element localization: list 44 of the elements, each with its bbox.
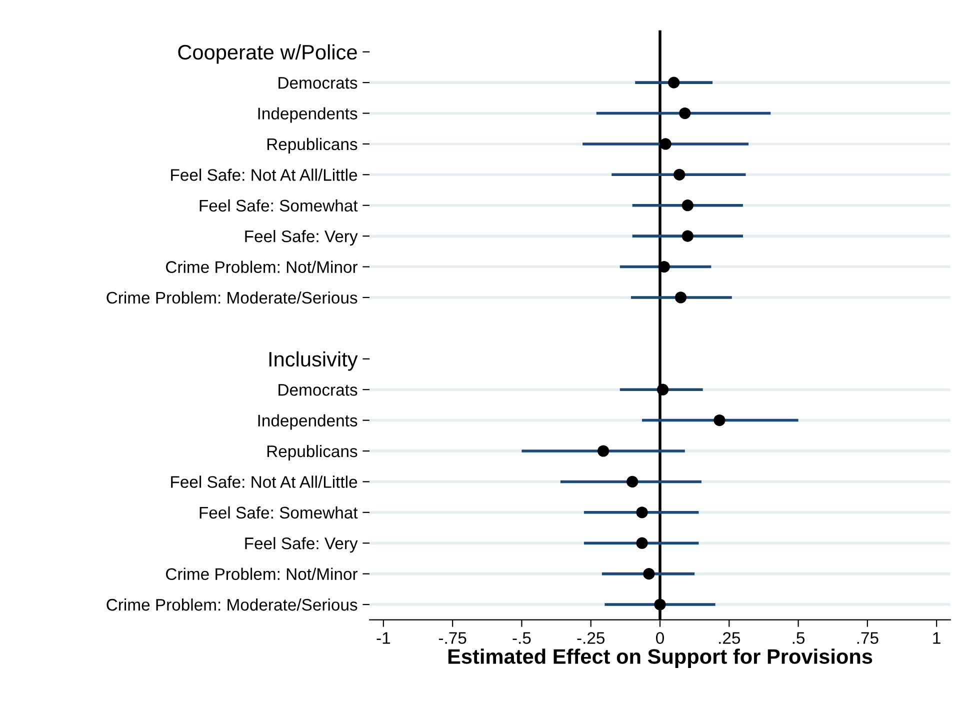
y-tick-label: Republicans [267, 138, 358, 154]
y-tick-label: Crime Problem: Not/Minor [166, 568, 358, 580]
point [682, 230, 694, 242]
y-tick-label: Feel Safe: Somewhat [200, 199, 358, 212]
point [636, 537, 648, 549]
x-tick-label: .5 [792, 632, 805, 644]
y-tick-label: Feel Safe: Not At All/Little [171, 168, 358, 181]
x-tick-label: .25 [719, 632, 740, 644]
y-tick-label: Crime Problem: Moderate/Serious [106, 598, 358, 611]
y-tick-label: Democrats [278, 77, 358, 89]
point [626, 476, 638, 488]
point [597, 445, 610, 457]
y-tick-label: Crime Problem: Not/Minor [166, 260, 358, 273]
point [654, 598, 666, 610]
x-tick-label: -.75 [438, 632, 466, 644]
point [714, 414, 726, 426]
y-tick-label: Independents [258, 107, 358, 123]
point [674, 168, 686, 180]
x-tick-label: 1 [933, 632, 940, 644]
point [674, 292, 687, 304]
point [682, 200, 694, 212]
y-tick-label: Feel Safe: Very [245, 230, 358, 246]
y-tick-label: Democrats [278, 384, 358, 396]
x-tick-label: -.5 [512, 632, 531, 644]
x-tick-label: .75 [857, 632, 878, 644]
x-tick-label: 0 [656, 632, 664, 644]
point [660, 138, 672, 150]
point [656, 384, 669, 396]
y-tick-label: Cooperate w/Police [178, 44, 357, 64]
y-tick-label: Crime Problem: Moderate/Serious [106, 291, 358, 304]
point [643, 568, 655, 580]
x-tick-label: -.25 [577, 632, 605, 644]
point [668, 76, 680, 88]
y-tick-label: Feel Safe: Not At All/Little [171, 476, 358, 488]
x-tick-label: -1 [376, 632, 390, 644]
y-tick-label: Feel Safe: Somewhat [200, 506, 358, 519]
point [636, 506, 648, 518]
y-tick-label: Republicans [267, 444, 358, 460]
point [679, 107, 691, 120]
x-axis-title: Estimated Effect on Support for Provisions [448, 648, 872, 668]
y-tick-label: Independents [258, 414, 358, 430]
y-tick-label: Feel Safe: Very [245, 537, 358, 553]
y-tick-label: Inclusivity [269, 351, 358, 371]
point [658, 260, 670, 273]
